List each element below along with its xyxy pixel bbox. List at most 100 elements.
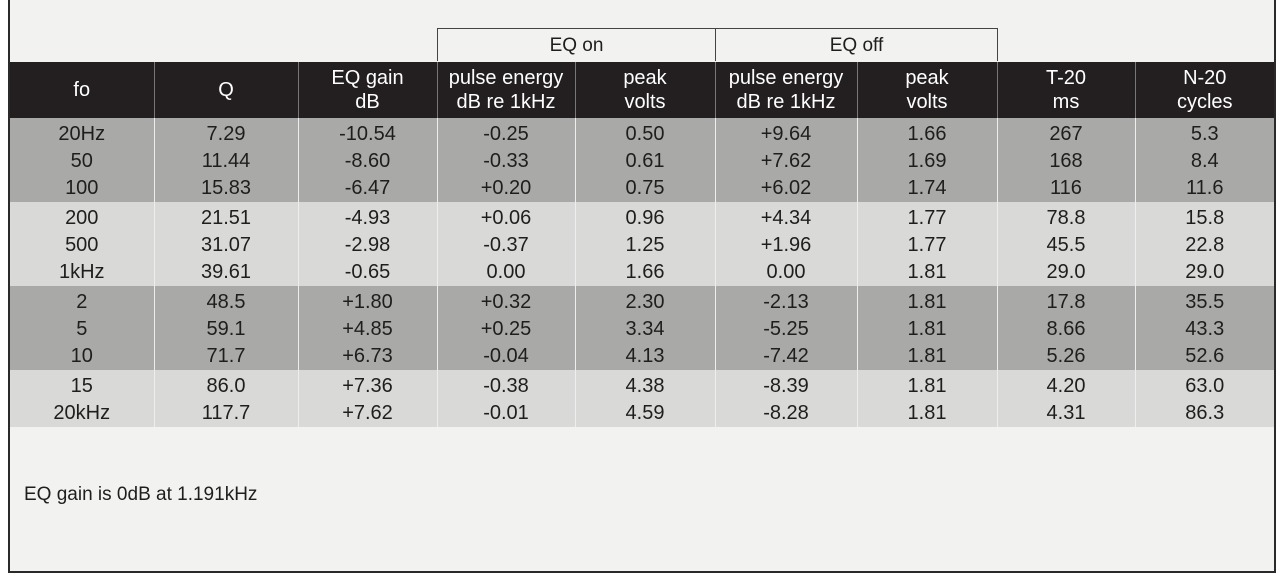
table-cell: +4.34 (714, 202, 857, 232)
table-cell: 1.77 (856, 202, 997, 232)
table-cell: 86.3 (1134, 400, 1274, 427)
header-line: cycles (1176, 91, 1233, 113)
table-cell: +9.64 (714, 118, 857, 148)
table-cell: -0.65 (297, 259, 437, 286)
table-cell: 22.8 (1134, 232, 1274, 259)
group-header: EQ off (715, 28, 998, 61)
table-cell: 35.5 (1134, 286, 1274, 316)
table-cell: +7.36 (297, 370, 437, 400)
table-cell: 8.4 (1134, 148, 1274, 175)
table-cell: 1.81 (856, 370, 997, 400)
header-line: dB (355, 91, 380, 113)
column-header: Q (153, 62, 298, 118)
table-row: 15 86.0 +7.36 -0.38 4.38 -8.39 1.81 4.20 63.0 (10, 370, 1274, 400)
table-cell: 5.3 (1134, 118, 1274, 148)
table-cell: +0.20 (436, 175, 575, 202)
column-header: peak volts (856, 62, 997, 118)
table-cell: 2 (10, 286, 154, 316)
header-line: fo (73, 79, 91, 101)
table-cell: -2.98 (297, 232, 437, 259)
table-cell: 4.59 (574, 400, 715, 427)
table-cell: 267 (996, 118, 1135, 148)
column-header: pulse energy dB re 1kHz (436, 62, 575, 118)
table-cell: +7.62 (297, 400, 437, 427)
table-cell: 71.7 (153, 343, 298, 370)
table-cell: 15 (10, 370, 154, 400)
table-cell: -0.01 (436, 400, 575, 427)
table-cell: -0.37 (436, 232, 575, 259)
table-cell: 0.75 (574, 175, 715, 202)
table-cell: 500 (10, 232, 154, 259)
table-cell: 45.5 (996, 232, 1135, 259)
table-row: 20kHz 117.7 +7.62 -0.01 4.59 -8.28 1.81 4.31 86.… (10, 400, 1274, 427)
table-cell: 21.51 (153, 202, 298, 232)
table-cell: 4.20 (996, 370, 1135, 400)
table-cell: -0.33 (436, 148, 575, 175)
table-cell: -10.54 (297, 118, 437, 148)
table-cell: 1.81 (856, 259, 997, 286)
table-cell: 1.81 (856, 316, 997, 343)
table-cell: 11.6 (1134, 175, 1274, 202)
table-cell: 1.81 (856, 286, 997, 316)
table-cell: 1.66 (856, 118, 997, 148)
footnote: EQ gain is 0dB at 1.191kHz (24, 484, 258, 505)
table-cell: -6.47 (297, 175, 437, 202)
header-line: Q (218, 79, 234, 101)
table-cell: -5.25 (714, 316, 857, 343)
data-table: fo Q EQ gain dB pulse energy dB re 1kHz peak vo… (10, 62, 1274, 427)
table-cell: 1kHz (10, 259, 154, 286)
table-row: 20Hz 7.29 -10.54 -0.25 0.50 +9.64 1.66 267 5.3 (10, 118, 1274, 148)
table-cell: 1.81 (856, 400, 997, 427)
table-body: 20Hz 7.29 -10.54 -0.25 0.50 +9.64 1.66 267 5.3 50… (10, 118, 1274, 427)
table-cell: +6.02 (714, 175, 857, 202)
table-cell: -8.39 (714, 370, 857, 400)
table-cell: 86.0 (153, 370, 298, 400)
table-cell: +0.32 (436, 286, 575, 316)
table-cell: 4.13 (574, 343, 715, 370)
table-cell: -4.93 (297, 202, 437, 232)
table-cell: 17.8 (996, 286, 1135, 316)
table-cell: 1.69 (856, 148, 997, 175)
table-cell: 31.07 (153, 232, 298, 259)
table-cell: 29.0 (1134, 259, 1274, 286)
table-frame: EQ on EQ off fo Q EQ gain dB pulse energy dB r… (8, 0, 1276, 573)
header-line: T-20 (1045, 67, 1087, 89)
table-cell: 1.25 (574, 232, 715, 259)
table-cell: 7.29 (153, 118, 298, 148)
table-cell: +0.25 (436, 316, 575, 343)
table-cell: 1.66 (574, 259, 715, 286)
table-cell: +0.06 (436, 202, 575, 232)
table-cell: 3.34 (574, 316, 715, 343)
table-cell: 10 (10, 343, 154, 370)
header-line: peak (623, 67, 667, 89)
column-header: pulse energy dB re 1kHz (714, 62, 857, 118)
header-line: N-20 (1183, 67, 1227, 89)
table-cell: 0.61 (574, 148, 715, 175)
header-line: EQ gain (331, 67, 404, 89)
table-cell: 11.44 (153, 148, 298, 175)
table-cell: -0.38 (436, 370, 575, 400)
table-row: 2 48.5 +1.80 +0.32 2.30 -2.13 1.81 17.8 35.5 (10, 286, 1274, 316)
table-cell: -7.42 (714, 343, 857, 370)
table-cell: 1.77 (856, 232, 997, 259)
table-cell: 1.74 (856, 175, 997, 202)
header-line: peak (905, 67, 949, 89)
group-header: EQ on (437, 28, 716, 61)
header-line: dB re 1kHz (456, 91, 556, 113)
header-line: pulse energy (448, 67, 564, 89)
header-line: pulse energy (728, 67, 844, 89)
group-header-row: EQ on EQ off (10, 28, 1276, 62)
column-header: fo (10, 62, 154, 118)
table-row: 500 31.07 -2.98 -0.37 1.25 +1.96 1.77 45.5 22.8 (10, 232, 1274, 259)
table-cell: 0.00 (436, 259, 575, 286)
table-cell: 39.61 (153, 259, 298, 286)
table-cell: -0.04 (436, 343, 575, 370)
table-cell: +6.73 (297, 343, 437, 370)
table-cell: 5 (10, 316, 154, 343)
table-cell: -8.28 (714, 400, 857, 427)
table-cell: +4.85 (297, 316, 437, 343)
table-cell: -0.25 (436, 118, 575, 148)
column-header: peak volts (574, 62, 715, 118)
table-cell: 117.7 (153, 400, 298, 427)
